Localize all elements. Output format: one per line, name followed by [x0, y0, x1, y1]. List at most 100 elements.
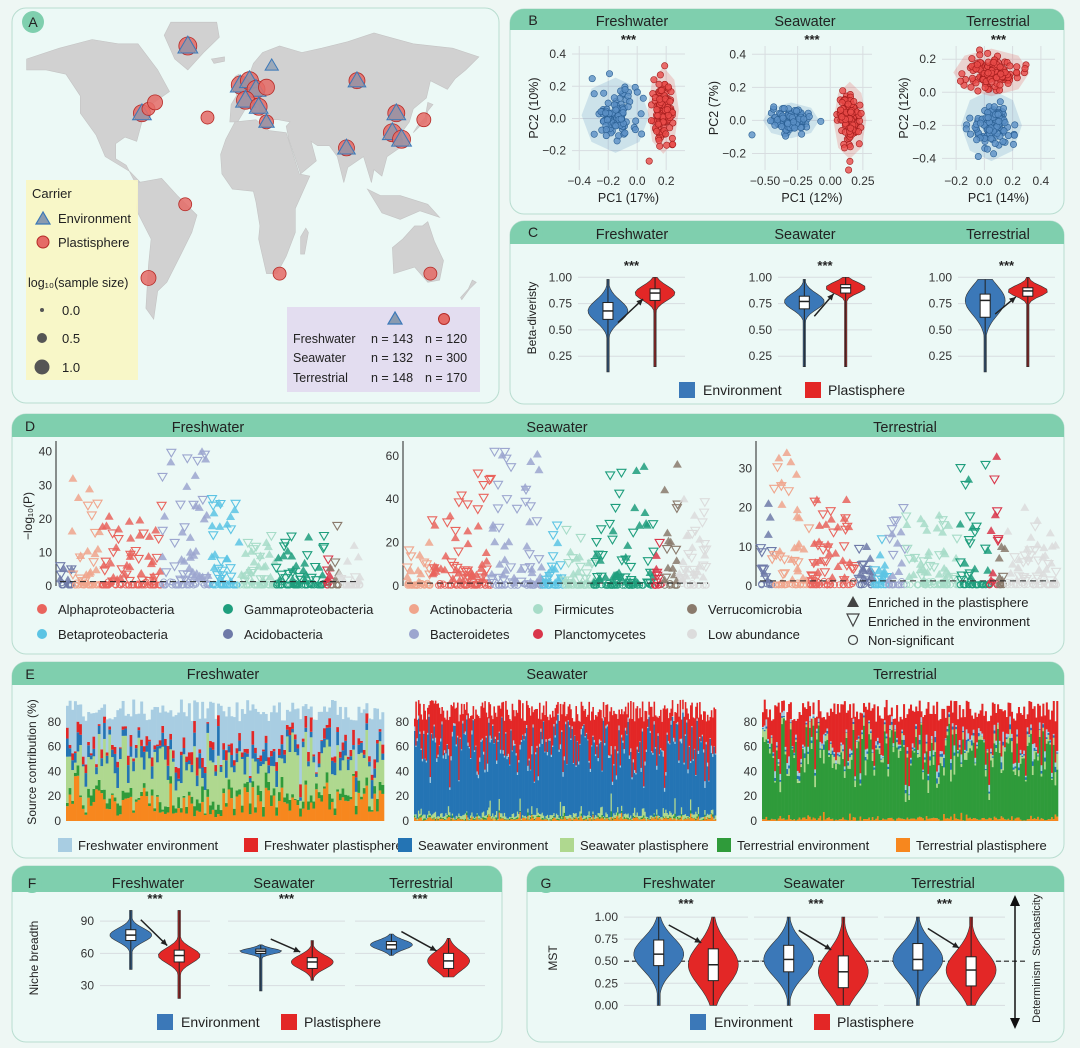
pcoa-point-plastisphere — [839, 87, 847, 95]
taxon-legend-dot — [533, 629, 543, 639]
source-bar-segment — [275, 712, 279, 763]
source-bar-segment — [376, 762, 379, 799]
source-bar-segment — [158, 812, 162, 821]
pcoa-point-environment — [612, 122, 620, 130]
source-bar-segment — [272, 751, 276, 767]
source-bar-segment — [100, 789, 104, 794]
source-bar-segment — [124, 798, 128, 821]
source-bar-segment — [267, 790, 271, 821]
panel-e-ylabel: Source contribution (%) — [25, 699, 39, 824]
violin-plastisphere-box — [1022, 287, 1034, 297]
pcoa-point-plastisphere — [968, 74, 976, 82]
source-bar-segment — [203, 718, 207, 767]
source-bar-segment — [145, 751, 149, 792]
source-bar-segment — [240, 752, 244, 758]
source-bar-segment — [762, 712, 765, 728]
source-bar-segment — [862, 715, 866, 718]
taxon-legend-dot — [409, 604, 419, 614]
source-bar-segment — [312, 719, 316, 755]
violin-ytick: 0.25 — [549, 349, 573, 363]
pcoa-point-plastisphere — [653, 106, 661, 114]
source-bar-segment — [299, 719, 303, 785]
source-bar-segment — [211, 801, 215, 810]
source-bar-segment — [309, 706, 313, 718]
pcoa-xtick: 0.2 — [1004, 174, 1021, 188]
source-bar-segment — [821, 745, 824, 749]
source-bar-segment — [836, 755, 839, 764]
source-bar-segment — [782, 818, 785, 821]
site-plastisphere-atlantic — [200, 110, 215, 125]
pcoa-xtick: −0.2 — [944, 174, 968, 188]
source-bar-segment — [866, 759, 869, 820]
source-bar-segment — [116, 767, 120, 788]
source-bar-segment — [246, 748, 250, 754]
source-bar-segment — [73, 753, 77, 763]
source-bar-segment — [103, 704, 107, 717]
source-bar-segment — [270, 765, 273, 796]
source-bar-segment — [847, 762, 850, 766]
source-bar-segment — [315, 772, 319, 774]
pcoa-point-plastisphere — [655, 136, 663, 144]
source-bar-segment — [800, 714, 803, 759]
source-bar-segment — [201, 767, 205, 778]
source-bar-segment — [336, 789, 340, 792]
pcoa-point-environment — [603, 116, 611, 124]
source-bar-segment — [849, 704, 852, 749]
source-bar-segment — [840, 704, 843, 743]
source-bar-segment — [71, 803, 75, 821]
source-bar-segment — [209, 741, 213, 748]
source-bar-segment — [68, 788, 72, 795]
source-bar-segment — [795, 720, 798, 735]
source-bar-segment — [169, 710, 173, 734]
source-bar-segment — [861, 738, 864, 821]
source-bar-segment — [819, 815, 822, 821]
pcoa-point-plastisphere — [997, 70, 1005, 78]
source-bar-segment — [272, 766, 276, 789]
source-bar-segment — [203, 813, 207, 815]
source-bar-segment — [296, 755, 300, 801]
source-bar-segment — [850, 752, 853, 755]
pcoa-point-environment — [996, 98, 1004, 106]
source-bar-segment — [209, 701, 213, 742]
source-bar-segment — [161, 811, 165, 821]
source-bar-segment — [262, 712, 266, 750]
source-bar-segment — [315, 719, 319, 773]
source-bar-segment — [116, 815, 120, 821]
source-bar-segment — [113, 717, 117, 747]
source-bar-segment — [100, 793, 104, 821]
panel-b-header — [510, 9, 1064, 30]
source-bar-segment — [671, 716, 674, 717]
source-bar-segment — [822, 744, 825, 750]
source-bar-segment — [145, 745, 149, 752]
source-bar-segment — [357, 754, 361, 781]
source-bar-segment — [201, 801, 205, 821]
source-bar-segment — [786, 775, 789, 820]
source-bar-segment — [835, 819, 838, 821]
source-bar-segment — [840, 819, 843, 821]
source-bar-segment — [283, 754, 287, 764]
source-bar-segment — [840, 752, 843, 820]
manhattan-ytick: 10 — [39, 545, 53, 559]
source-bar-segment — [331, 700, 334, 758]
source-bar-segment — [805, 727, 808, 820]
source-bar-segment — [784, 751, 787, 755]
source-bar-segment — [307, 761, 311, 767]
source-bar-segment — [714, 709, 717, 754]
source-bar-segment — [158, 802, 162, 813]
source-bar-segment — [802, 703, 805, 745]
source-bar-segment — [878, 743, 881, 746]
source-bar-segment — [97, 725, 101, 735]
site-plastisphere-south-africa — [272, 266, 287, 281]
source-bar-segment — [71, 760, 75, 771]
source-bar-segment — [272, 795, 276, 821]
pcoa-point-environment — [780, 105, 788, 113]
pcoa-point-plastisphere — [645, 157, 653, 165]
source-bar-segment — [368, 766, 372, 807]
pcoa-xtick: −0.25 — [782, 174, 813, 188]
source-bar-segment — [142, 746, 146, 752]
source-bar-segment — [177, 712, 181, 769]
source-bar-segment — [66, 806, 69, 821]
pcoa-point-environment — [793, 107, 801, 115]
source-bar-segment — [876, 744, 879, 750]
source-bar-segment — [876, 706, 879, 738]
